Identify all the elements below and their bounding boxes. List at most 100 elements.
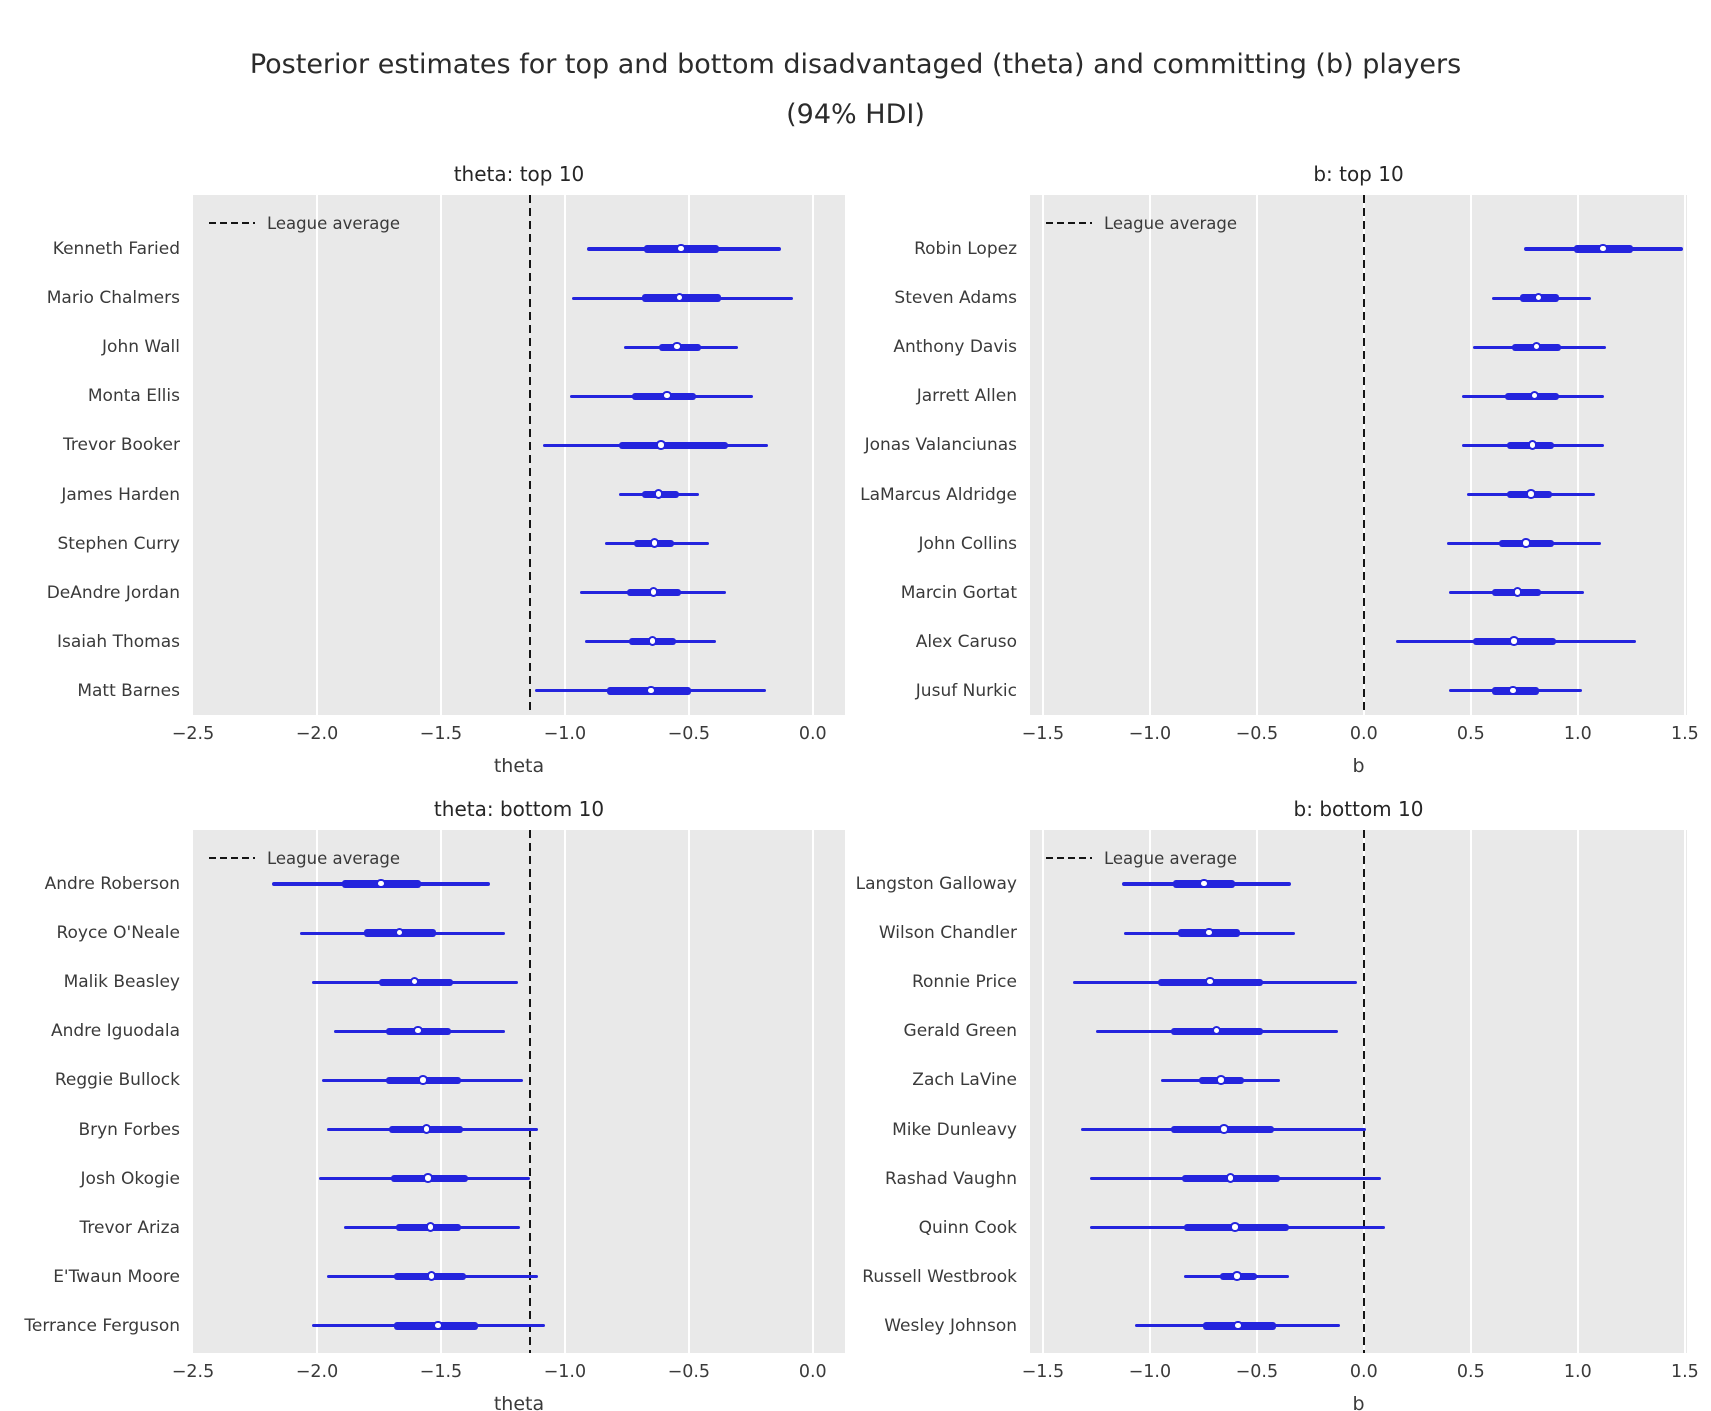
point-estimate-marker: [1531, 341, 1542, 352]
point-estimate-marker: [1225, 1173, 1236, 1183]
gridline-−1.0: [1148, 830, 1151, 1353]
gridline-−1.5: [439, 195, 442, 715]
plot-area-theta-top-10: League average: [193, 195, 845, 715]
gridline-0.5: [1469, 195, 1472, 715]
player-label: Jonas Valanciunas: [864, 435, 1017, 456]
point-estimate-marker: [646, 685, 656, 696]
x-tick-label: −2.5: [171, 724, 215, 744]
player-label: John Wall: [102, 337, 180, 358]
gridline-0.0: [811, 195, 814, 715]
gridline-−2.0: [315, 830, 318, 1353]
hdi-50-interval: [619, 441, 729, 450]
player-label: Malik Beasley: [63, 972, 180, 993]
point-estimate-marker: [1508, 685, 1518, 696]
chart-title: Posterior estimates for top and bottom d…: [0, 40, 1711, 140]
point-estimate-marker: [1216, 1075, 1226, 1085]
point-estimate-marker: [433, 1320, 443, 1331]
gridline-−1.0: [563, 830, 566, 1353]
point-estimate-marker: [1521, 538, 1531, 548]
league-average-line: [528, 830, 532, 1353]
x-tick-label: −1.5: [419, 1362, 463, 1382]
player-label: Quinn Cook: [918, 1217, 1017, 1238]
league-average-line: [1362, 830, 1366, 1353]
gridline-−1.0: [1148, 195, 1151, 715]
player-label: Mike Dunleavy: [892, 1119, 1017, 1140]
point-estimate-marker: [426, 1271, 437, 1281]
player-label: Gerald Green: [903, 1021, 1017, 1042]
point-estimate-marker: [653, 489, 664, 499]
x-tick-label: 0.0: [1349, 1362, 1378, 1382]
player-label: Reggie Bullock: [54, 1070, 180, 1091]
point-estimate-marker: [1232, 1271, 1242, 1281]
point-estimate-marker: [656, 440, 666, 450]
point-estimate-marker: [1512, 587, 1523, 597]
x-tick-label: 0.5: [1456, 1362, 1485, 1382]
point-estimate-marker: [674, 292, 685, 303]
x-tick-label: −1.0: [1128, 1362, 1172, 1382]
player-label: Stephen Curry: [57, 533, 180, 554]
gridline-−0.5: [687, 195, 690, 715]
chart-title-line2: (94% HDI): [786, 99, 925, 130]
point-estimate-marker: [418, 1075, 428, 1085]
gridline-1.0: [1576, 195, 1579, 715]
player-label: Russell Westbrook: [862, 1266, 1017, 1287]
league-average-dash-icon: [1046, 856, 1092, 860]
player-label: Zach LaVine: [912, 1070, 1017, 1091]
x-axis-label-theta: theta: [493, 1393, 545, 1411]
player-label: Langston Galloway: [855, 874, 1017, 894]
x-tick-label: −0.5: [1235, 724, 1279, 744]
player-label: Bryn Forbes: [78, 1119, 180, 1140]
player-label: Jarrett Allen: [916, 386, 1017, 407]
player-label: Matt Barnes: [77, 680, 180, 701]
subplot-title-b-top-10: b: top 10: [1313, 162, 1404, 186]
player-label: John Collins: [918, 533, 1017, 554]
point-estimate-marker: [425, 1222, 436, 1232]
x-tick-label: −0.5: [667, 1362, 711, 1382]
x-tick-label: −2.0: [295, 724, 339, 744]
x-tick-label: −0.5: [1235, 1362, 1279, 1382]
x-tick-label: 0.0: [1349, 724, 1378, 744]
player-label: Trevor Booker: [63, 435, 180, 456]
legend: League average: [1046, 213, 1237, 233]
point-estimate-marker: [1529, 390, 1540, 401]
point-estimate-marker: [376, 878, 386, 889]
plot-area-b-top-10: League average: [1030, 195, 1687, 715]
player-label: Terrance Ferguson: [24, 1315, 180, 1336]
point-estimate-marker: [647, 636, 658, 646]
player-label: Royce O'Neale: [56, 923, 180, 944]
x-tick-label: −1.0: [1128, 724, 1172, 744]
player-label: Wesley Johnson: [884, 1315, 1017, 1336]
x-tick-label: 0.0: [798, 1362, 827, 1382]
point-estimate-marker: [1598, 243, 1608, 254]
player-label: E'Twaun Moore: [53, 1266, 180, 1287]
player-label: James Harden: [61, 484, 180, 505]
legend-label: League average: [267, 213, 401, 233]
x-tick-label: −2.5: [171, 1362, 215, 1382]
point-estimate-marker: [1230, 1222, 1240, 1232]
player-label: Isaiah Thomas: [56, 631, 180, 652]
player-label: Trevor Ariza: [79, 1217, 181, 1238]
gridline-−1.5: [1041, 830, 1044, 1353]
point-estimate-marker: [1211, 1025, 1222, 1036]
player-label: Anthony Davis: [893, 337, 1017, 358]
player-label: Wilson Chandler: [878, 923, 1017, 944]
point-estimate-marker: [1205, 976, 1215, 987]
point-estimate-marker: [676, 243, 686, 254]
league-average-line: [528, 195, 532, 715]
x-axis-label-theta: theta: [493, 755, 545, 777]
x-tick-label: −1.0: [543, 1362, 587, 1382]
point-estimate-marker: [1199, 878, 1209, 889]
gridline-−1.5: [1041, 195, 1044, 715]
point-estimate-marker: [413, 1025, 423, 1036]
player-label: Rashad Vaughn: [885, 1168, 1017, 1189]
player-label: Robin Lopez: [914, 239, 1017, 259]
player-label: Ronnie Price: [911, 972, 1017, 993]
point-estimate-marker: [409, 976, 420, 987]
x-tick-label: 0.0: [798, 724, 827, 744]
league-average-dash-icon: [209, 221, 255, 225]
league-average-line: [1362, 195, 1366, 715]
x-tick-label: −1.5: [419, 724, 463, 744]
player-label: Josh Okogie: [80, 1168, 180, 1189]
gridline-−0.5: [687, 830, 690, 1353]
x-tick-label: −2.0: [295, 1362, 339, 1382]
